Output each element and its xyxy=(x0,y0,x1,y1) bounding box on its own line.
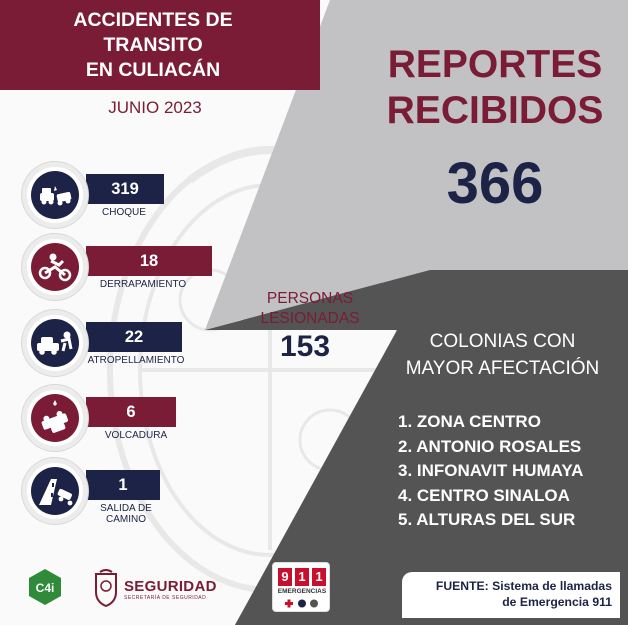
pedestrian-hit-icon xyxy=(31,319,79,367)
list-item: 2. ANTONIO ROSALES xyxy=(398,436,582,456)
colonias-title: COLONIAS CON MAYOR AFECTACIÓN xyxy=(405,331,600,379)
count-bar: 22 xyxy=(86,322,182,352)
list-item: 4. CENTRO SINALOA xyxy=(398,485,570,505)
reportes-title: REPORTES RECIBIDOS xyxy=(386,43,604,132)
list-item: 1. ZONA CENTRO xyxy=(398,412,541,431)
road-exit-icon xyxy=(31,467,79,515)
accident-row-atropellamiento: 22 ATROPELLAMIENTO xyxy=(22,310,242,382)
period-label: JUNIO 2023 xyxy=(108,98,202,117)
list-item: 5. ALTURAS DEL SUR xyxy=(398,510,576,529)
colonias-list: 1. ZONA CENTRO 2. ANTONIO ROSALES 3. INF… xyxy=(398,410,628,533)
seguridad-logo: SEGURIDAD SECRETARÍA DE SEGURIDAD xyxy=(92,566,232,610)
accident-row-choque: 319 CHOQUE xyxy=(22,162,242,234)
accident-label: SALIDA DE CAMINO xyxy=(100,503,152,525)
emergency-symbols-icon xyxy=(285,599,318,608)
c4i-logo: C4i xyxy=(29,569,61,605)
accident-label: ATROPELLAMIENTO xyxy=(87,355,185,366)
lesionadas-label: PERSONAS LESIONADAS xyxy=(260,290,360,327)
accident-row-volcadura: 6 VOLCADURA xyxy=(22,385,242,457)
emergencias-text: EMERGENCIAS xyxy=(277,588,327,595)
accident-label: VOLCADURA xyxy=(104,430,168,441)
accident-label: DERRAPAMIENTO xyxy=(99,279,187,290)
accident-row-salida-de-camino: 1 SALIDA DE CAMINO xyxy=(22,458,242,530)
count-value: 1 xyxy=(118,476,128,494)
reportes-value: 366 xyxy=(446,151,544,216)
count-value: 6 xyxy=(126,403,136,421)
motorcycle-skid-icon xyxy=(31,243,79,291)
svg-text:C4i: C4i xyxy=(36,581,55,595)
count-value: 18 xyxy=(139,252,159,270)
count-bar: 18 xyxy=(86,246,212,276)
count-value: 319 xyxy=(111,180,139,198)
seguridad-subtext: SECRETARÍA DE SEGURIDAD xyxy=(124,595,207,601)
car-crash-icon xyxy=(31,171,79,219)
accident-label: CHOQUE xyxy=(102,207,146,218)
source-note: FUENTE: Sistema de llamadas de Emergenci… xyxy=(402,572,620,618)
list-item: 3. INFONAVIT HUMAYA xyxy=(398,461,584,480)
car-rollover-icon xyxy=(31,394,79,442)
count-bar: 1 xyxy=(86,470,160,500)
page-title: ACCIDENTES DE TRANSITO EN CULIACÁN xyxy=(73,9,233,81)
logo-911: 9 1 1 EMERGENCIAS xyxy=(272,562,330,612)
count-bar: 319 xyxy=(86,174,164,204)
count-bar: 6 xyxy=(86,397,176,427)
count-value: 22 xyxy=(124,328,144,346)
header-banner: ACCIDENTES DE TRANSITO EN CULIACÁN xyxy=(0,0,320,90)
shield-icon xyxy=(95,569,117,608)
lesionadas-value: 153 xyxy=(279,330,331,363)
seguridad-text: SEGURIDAD xyxy=(124,578,217,595)
accident-row-derrapamiento: 18 DERRAPAMIENTO xyxy=(22,234,242,306)
